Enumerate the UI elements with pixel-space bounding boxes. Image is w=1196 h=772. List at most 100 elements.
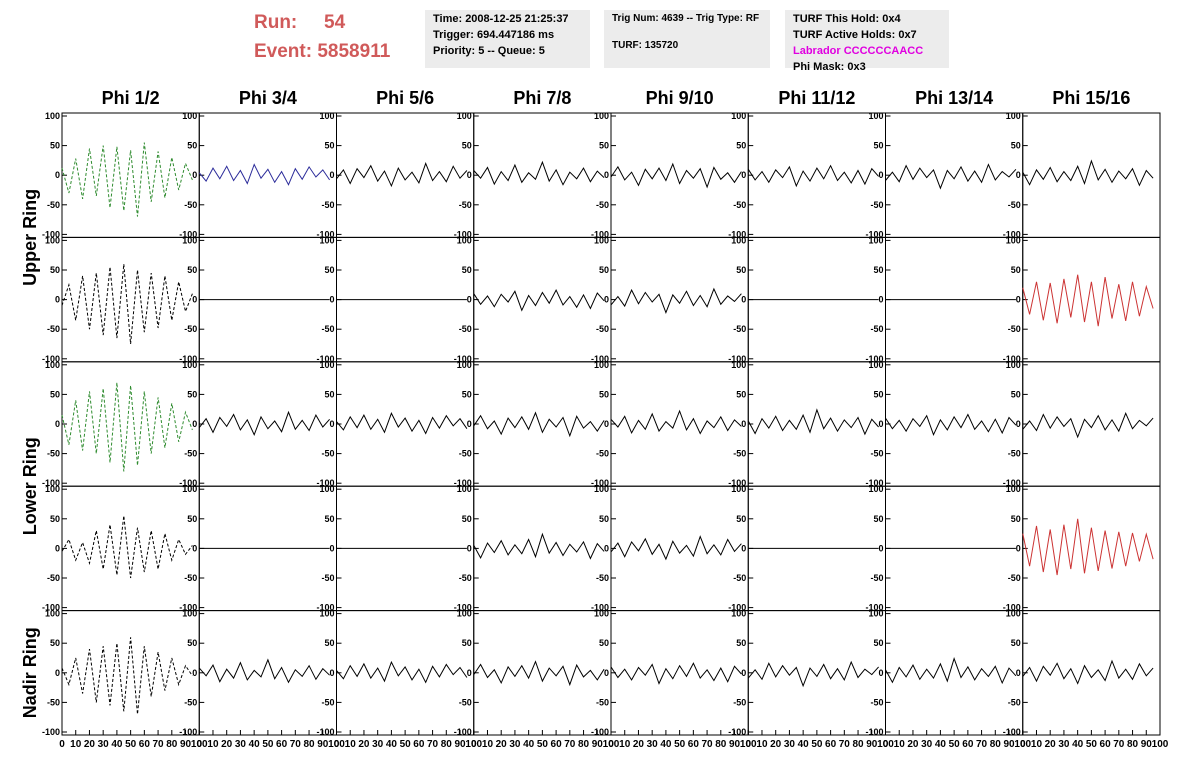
y-tick-label: 50 (599, 514, 609, 524)
waveform (885, 163, 1017, 190)
y-tick-label: -100 (591, 478, 609, 488)
y-tick-label: 50 (1011, 265, 1021, 275)
waveform (747, 164, 879, 188)
panel-frame (1022, 112, 1161, 238)
y-tick-label: -100 (454, 478, 472, 488)
x-tick-label: 40 (660, 739, 672, 750)
y-tick-label: -100 (1003, 354, 1021, 364)
panel-frame (885, 112, 1024, 238)
y-tick-label: -100 (728, 478, 746, 488)
y-tick-label: -100 (865, 727, 883, 737)
y-tick-label: -50 (870, 697, 883, 707)
y-tick-label: -100 (865, 603, 883, 613)
y-tick-label: -50 (733, 697, 746, 707)
x-tick-label: 70 (702, 739, 714, 750)
waveform (61, 382, 193, 472)
panel-frame (610, 485, 749, 612)
panel-frame (473, 112, 612, 238)
y-tick-label: -100 (865, 478, 883, 488)
y-tick-label: -100 (316, 603, 334, 613)
y-tick-label: 50 (736, 638, 746, 648)
y-tick-label: -100 (316, 727, 334, 737)
y-tick-label: 100 (457, 484, 472, 494)
info-line: Time: 2008-12-25 21:25:37 (433, 13, 569, 25)
y-tick-label: 0 (604, 543, 609, 553)
y-tick-label: 100 (868, 111, 883, 121)
y-tick-label: 100 (182, 111, 197, 121)
y-tick-label: 50 (873, 638, 883, 648)
y-tick-label: -100 (316, 354, 334, 364)
x-tick-label: 60 (1100, 739, 1112, 750)
y-tick-label: 100 (731, 111, 746, 121)
x-tick-label: 80 (303, 739, 315, 750)
y-tick-label: 0 (1016, 543, 1021, 553)
y-tick-label: -50 (321, 697, 334, 707)
y-tick-label: 100 (594, 484, 609, 494)
waveform (885, 413, 1017, 437)
y-tick-label: 50 (1011, 389, 1021, 399)
info-box: Trig Num: 4639 -- Trig Type: RF TURF: 135… (604, 10, 770, 68)
x-tick-label: 10 (207, 739, 219, 750)
y-tick-label: -50 (184, 324, 197, 334)
y-tick-label: -50 (733, 573, 746, 583)
y-tick-label: 0 (329, 170, 334, 180)
y-tick-label: 0 (192, 543, 197, 553)
y-tick-label: 50 (50, 265, 60, 275)
waveform (198, 163, 331, 186)
y-tick-label: 0 (55, 543, 60, 553)
x-tick-label: 70 (427, 739, 439, 750)
x-tick-label: 10 (756, 739, 768, 750)
waveform (61, 264, 193, 345)
y-tick-label: 0 (329, 543, 334, 553)
y-tick-label: 50 (1011, 638, 1021, 648)
event-value: 5858911 (317, 41, 391, 62)
y-tick-label: 50 (50, 389, 60, 399)
info-box: TURF This Hold: 0x4 TURF Active Holds: 0x… (785, 10, 949, 73)
y-tick-label: 100 (594, 111, 609, 121)
x-tick-label: 40 (111, 739, 123, 750)
y-tick-label: 100 (868, 609, 883, 619)
waveform (747, 660, 879, 688)
y-tick-label: 100 (319, 111, 334, 121)
y-tick-label: -50 (459, 697, 472, 707)
waveform (336, 161, 468, 188)
y-tick-label: 50 (50, 141, 60, 151)
y-tick-label: -100 (42, 354, 60, 364)
waveform (473, 288, 605, 312)
y-tick-label: 0 (741, 668, 746, 678)
waveform (610, 287, 742, 314)
panel-frame (610, 610, 749, 736)
waveform (198, 410, 330, 436)
x-tick-label: 0 (334, 739, 340, 750)
y-tick-label: 100 (319, 609, 334, 619)
x-tick-label: 10 (1031, 739, 1043, 750)
y-tick-label: 100 (1006, 235, 1021, 245)
y-tick-label: 0 (467, 170, 472, 180)
y-tick-label: 100 (1006, 609, 1021, 619)
x-tick-label: 50 (125, 739, 137, 750)
x-tick-label: 10 (619, 739, 631, 750)
y-tick-label: -100 (42, 727, 60, 737)
y-tick-label: 100 (45, 111, 60, 121)
info-line: TURF This Hold: 0x4 (793, 13, 901, 25)
run-value: 54 (324, 12, 346, 33)
y-tick-label: 100 (594, 609, 609, 619)
y-tick-label: 50 (462, 514, 472, 524)
waveform (1022, 274, 1154, 327)
event-line: Event: 5858911 (254, 41, 390, 63)
y-tick-label: -50 (47, 449, 60, 459)
column-title: Phi 1/2 (102, 88, 160, 108)
event-label: Event: (254, 41, 313, 62)
y-tick-label: -50 (184, 697, 197, 707)
x-tick-label: 10 (482, 739, 494, 750)
y-tick-label: 0 (741, 170, 746, 180)
y-tick-label: -50 (733, 200, 746, 210)
panel-frame (885, 361, 1024, 487)
y-tick-label: 50 (873, 389, 883, 399)
panel-frame (473, 610, 612, 736)
waveform (747, 408, 879, 436)
run-line: Run: 54 (254, 12, 345, 34)
x-tick-label: 80 (990, 739, 1002, 750)
panel-frame (1022, 485, 1161, 612)
panel-frame (198, 361, 337, 487)
